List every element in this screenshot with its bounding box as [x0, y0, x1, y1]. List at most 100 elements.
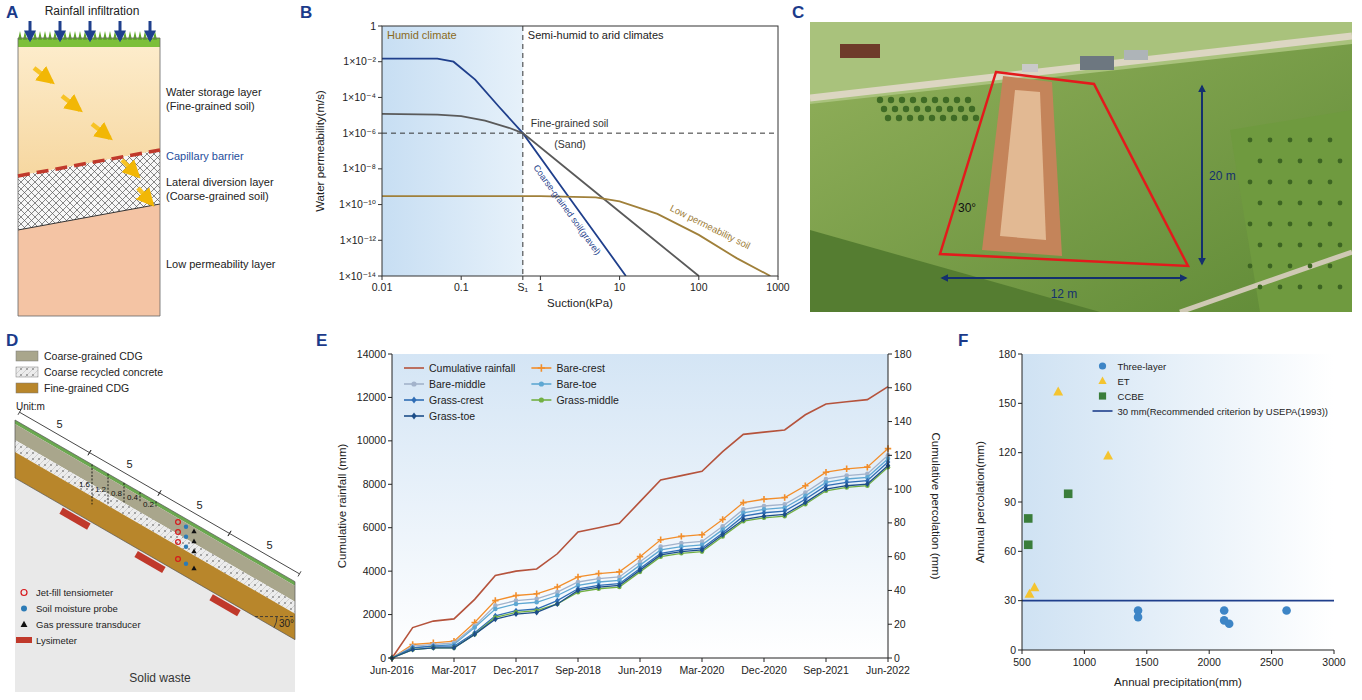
- legend-item: Three-layer: [1099, 361, 1166, 372]
- shrub: [1318, 159, 1323, 164]
- series-marker: [575, 574, 581, 580]
- series-line: [392, 387, 888, 658]
- y-tick-label: 0: [1010, 644, 1016, 656]
- x-tick-label: 1500: [1135, 656, 1159, 668]
- legend-item: Bare-toe: [531, 378, 596, 390]
- building: [1022, 64, 1038, 72]
- shrub: [903, 106, 909, 112]
- y-tick-label: 60: [1004, 545, 1016, 557]
- lysimeter: [59, 508, 90, 530]
- legend-label: Coarse-grained CDG: [44, 350, 143, 362]
- series-line: [392, 462, 888, 658]
- figure: Rainfall infiltrationWater storage layer…: [0, 0, 1362, 700]
- dimension-arrow: [1201, 86, 1203, 264]
- rain-arrow: [89, 21, 92, 40]
- rain-arrow: [59, 21, 62, 40]
- shrub: [1268, 138, 1273, 143]
- shrub: [940, 115, 946, 121]
- shrub: [899, 97, 905, 103]
- series-marker: [678, 533, 684, 539]
- y2-tick-label: 100: [894, 483, 912, 495]
- series-marker: [761, 496, 767, 502]
- shrub: [947, 106, 953, 112]
- x-tick: [392, 658, 393, 662]
- scatter-point: [1024, 514, 1033, 523]
- y-tick-label: 4000: [363, 565, 387, 577]
- panel-a: Rainfall infiltrationWater storage layer…: [18, 4, 276, 316]
- x-tick-label: 0.1: [454, 281, 469, 293]
- shrub: [910, 97, 916, 103]
- y-tick-label: 2000: [363, 608, 387, 620]
- x-tick: [826, 658, 827, 662]
- layer-label: Lateral diversion layer: [166, 176, 274, 188]
- x-tick: [578, 658, 579, 662]
- series-marker: [513, 592, 519, 598]
- scatter-point: [1053, 386, 1063, 395]
- depth-label: 0.8: [111, 489, 123, 498]
- reference-line: [522, 26, 523, 276]
- dimension-tick: [298, 571, 301, 576]
- y-tick-label: 10000: [357, 434, 386, 446]
- series-marker: [740, 499, 746, 505]
- x-tick-label: 1000: [766, 281, 790, 293]
- dimension-line: [90, 453, 160, 493]
- legend-marker: [539, 381, 544, 386]
- series-marker: [616, 569, 622, 575]
- y2-tick-label: 80: [894, 516, 906, 528]
- series-marker: [741, 517, 746, 523]
- series-marker: [637, 553, 643, 559]
- y-tick-label: 1×10⁻¹⁴: [339, 270, 376, 282]
- shrub: [925, 106, 931, 112]
- y-axis: [392, 354, 393, 658]
- series-marker: [700, 547, 705, 553]
- x-tick-label: 10: [614, 281, 626, 293]
- shrub: [1248, 222, 1253, 227]
- shrub: [1258, 201, 1263, 206]
- scatter-point: [1134, 613, 1143, 622]
- shrub: [1318, 243, 1323, 248]
- tensiometer: [176, 530, 181, 535]
- test-slope-surface: [1000, 90, 1046, 240]
- legend-label: Fine-grained CDG: [44, 382, 129, 394]
- shrub: [1308, 138, 1313, 143]
- series-marker: [493, 616, 498, 622]
- x-tick: [522, 276, 523, 280]
- y2-tick-label: 20: [894, 618, 906, 630]
- series-label: Fine-grained soil: [531, 117, 609, 129]
- legend-symbol: [21, 590, 27, 596]
- y-tick: [378, 61, 382, 62]
- shrub: [1318, 285, 1323, 290]
- dimension-tick: [88, 450, 91, 455]
- series-line: [392, 455, 888, 658]
- shrub: [896, 115, 902, 121]
- legend-label: Three-layer: [1118, 361, 1167, 372]
- series-marker: [719, 516, 725, 522]
- series-marker: [679, 549, 684, 555]
- y-tick-label: 90: [1004, 496, 1016, 508]
- x-tick-label: S₁: [518, 281, 529, 293]
- series-marker: [824, 486, 829, 492]
- legend-marker: [411, 381, 416, 386]
- shrub: [962, 115, 968, 121]
- y-tick: [1018, 551, 1022, 552]
- legend-label: Bare-crest: [556, 362, 605, 374]
- dimension-tick: [228, 531, 231, 536]
- layer-label: Water storage layer: [166, 86, 262, 98]
- shrub: [1338, 159, 1343, 164]
- legend-label: Gas pressure transducer: [36, 619, 141, 630]
- x-tick-label: Mar-2017: [432, 664, 477, 676]
- angle-reference: [255, 616, 295, 617]
- legend-swatch: [16, 367, 38, 377]
- panel-letter: C: [792, 3, 804, 22]
- shrub: [973, 115, 979, 121]
- shrub: [1328, 138, 1333, 143]
- shrub: [1298, 159, 1303, 164]
- shrub: [1328, 180, 1333, 185]
- series-marker: [596, 584, 601, 590]
- scatter-point: [1030, 582, 1040, 591]
- y-tick-label: 1×10⁻⁸: [342, 162, 376, 174]
- annotation: (Sand): [554, 138, 586, 150]
- road: [810, 36, 1352, 98]
- cover-outline: [15, 420, 295, 640]
- y2-tick: [888, 556, 892, 557]
